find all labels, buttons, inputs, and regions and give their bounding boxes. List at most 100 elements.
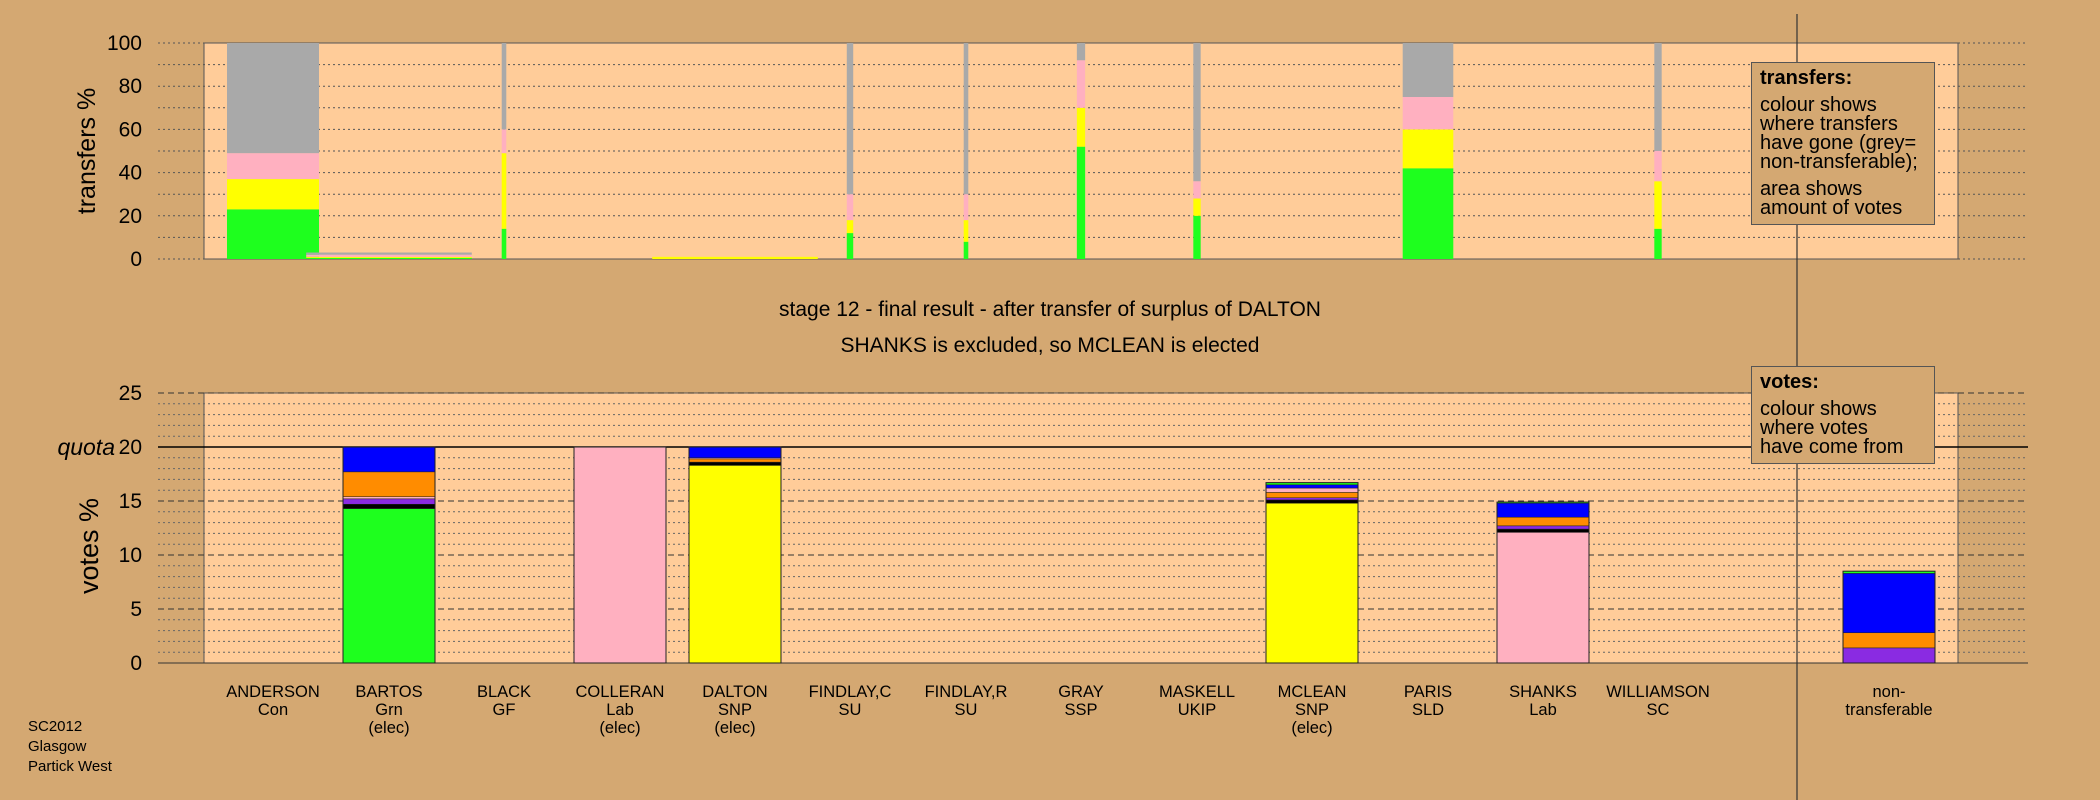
candidate-party-label: Grn — [375, 701, 403, 719]
quota-label: quota — [57, 434, 115, 460]
transfer-bar-segment — [306, 252, 472, 255]
nontransferable-bar-segment — [1842, 632, 1936, 649]
candidate-name-label: FINDLAY,R — [925, 683, 1008, 701]
caption-line: Glasgow — [28, 738, 87, 755]
vote-bar-segment — [1265, 499, 1359, 504]
votes-tick-label: 5 — [130, 598, 142, 621]
votes-tick-label: 0 — [130, 652, 142, 675]
transfer-bar-segment — [1076, 60, 1086, 108]
transfers-legend-line: area shows — [1760, 178, 1863, 200]
transfer-bar-segment — [1402, 97, 1454, 130]
transfers-tick-label: 0 — [130, 248, 142, 271]
vote-bar-segment-outline — [342, 446, 436, 664]
votes-legend-title: votes: — [1760, 371, 1819, 393]
transfers-legend-line: colour shows — [1760, 94, 1877, 116]
vote-bar-segment — [1265, 484, 1359, 489]
vote-bar-segment — [342, 508, 436, 664]
vote-bar-segment-outline — [688, 446, 782, 664]
candidate-name-label: BLACK — [477, 683, 531, 701]
candidate-elected-label: (elec) — [1291, 719, 1332, 737]
candidate-name-label: FINDLAY,C — [809, 683, 892, 701]
caption-line: Partick West — [28, 758, 112, 775]
transfer-bar-segment — [1193, 198, 1201, 216]
vote-bar-segment-outline — [1265, 482, 1359, 664]
transfer-bar-segment — [1193, 215, 1201, 259]
transfer-bar-segment — [1654, 151, 1662, 182]
transfer-bar-segment — [1193, 181, 1201, 199]
transfer-bar-segment — [1402, 43, 1454, 97]
stage-subtitle: SHANKS is excluded, so MCLEAN is elected — [840, 334, 1260, 357]
nontransferable-label: transferable — [1845, 701, 1932, 719]
vote-bar-segment — [1265, 497, 1359, 501]
candidate-party-label: GF — [493, 701, 516, 719]
transfer-bar-segment — [846, 194, 854, 221]
vote-bar-segment — [573, 446, 667, 664]
transfer-bar-segment — [227, 179, 319, 210]
transfers-tick-label: 80 — [119, 75, 142, 98]
candidate-name-label: GRAY — [1058, 683, 1104, 701]
votes-tick-label: 25 — [119, 382, 142, 405]
candidate-party-label: SLD — [1412, 701, 1444, 719]
transfer-bar-segment — [306, 254, 472, 257]
vote-bar-segment — [342, 496, 436, 500]
candidate-name-label: COLLERAN — [576, 683, 665, 701]
nontransferable-bar-segment — [1842, 573, 1936, 634]
vote-bar-segment — [688, 458, 782, 463]
vote-bar-segment — [1265, 502, 1359, 664]
transfer-bar-segment — [227, 153, 319, 180]
transfer-bar-segment — [1654, 228, 1662, 259]
candidate-name-label: WILLIAMSON — [1606, 683, 1710, 701]
vote-bar-segment — [1496, 502, 1590, 518]
candidate-party-label: SC — [1647, 701, 1670, 719]
transfer-bar-segment — [846, 220, 854, 234]
candidate-name-label: DALTON — [702, 683, 767, 701]
candidate-party-label: SU — [955, 701, 978, 719]
candidate-party-label: SNP — [718, 701, 752, 719]
transfer-bar-segment — [846, 43, 854, 195]
candidate-party-label: Con — [258, 701, 288, 719]
transfers-legend-line: where transfers — [1760, 113, 1898, 135]
transfer-bar-segment — [1402, 168, 1454, 259]
transfer-bar-segment — [501, 228, 507, 259]
transfer-bar-segment — [1076, 107, 1086, 147]
transfer-bar-segment — [963, 43, 969, 195]
votes-plot-area — [203, 392, 1959, 664]
nontransferable-bar-segment-outline — [1842, 570, 1936, 664]
transfer-bar-segment — [227, 43, 319, 154]
transfer-bar-segment — [1402, 129, 1454, 169]
vote-bar-segment — [688, 461, 782, 466]
vote-bar-segment — [688, 465, 782, 664]
vote-bar-segment — [1265, 487, 1359, 493]
candidate-name-label: MCLEAN — [1278, 683, 1347, 701]
transfer-bar-segment — [501, 153, 507, 229]
transfer-bar-segment — [963, 220, 969, 242]
transfer-bar-segment — [1076, 43, 1086, 61]
transfers-y-axis-label: transfers % — [73, 88, 101, 214]
votes-tick-label: 20 — [119, 436, 142, 459]
transfer-bar-segment — [227, 209, 319, 259]
vote-bar-segment-outline — [1496, 501, 1590, 664]
transfer-bar-segment — [501, 43, 507, 130]
votes-legend-line: have come from — [1760, 436, 1904, 458]
vote-bar-segment — [688, 446, 782, 459]
vote-bar-segment — [1496, 516, 1590, 527]
candidate-party-label: Lab — [606, 701, 634, 719]
transfers-tick-label: 60 — [119, 118, 142, 141]
vote-bar-segment — [342, 498, 436, 505]
transfers-legend-line: have gone (grey= — [1760, 132, 1917, 154]
candidate-elected-label: (elec) — [714, 719, 755, 737]
transfers-tick-label: 100 — [107, 32, 142, 55]
vote-bar-segment — [1265, 492, 1359, 499]
candidate-party-label: UKIP — [1178, 701, 1217, 719]
vote-bar-segment — [1496, 525, 1590, 530]
votes-legend-line: colour shows — [1760, 398, 1877, 420]
caption-line: SC2012 — [28, 718, 83, 735]
candidate-name-label: BARTOS — [355, 683, 422, 701]
transfer-bar-segment — [652, 256, 818, 259]
transfer-bar-segment — [1193, 43, 1201, 182]
transfers-tick-label: 20 — [119, 205, 142, 228]
transfer-bar-segment — [1076, 146, 1086, 259]
vote-bar-segment — [1496, 532, 1590, 664]
transfer-bar-segment — [1654, 43, 1662, 151]
